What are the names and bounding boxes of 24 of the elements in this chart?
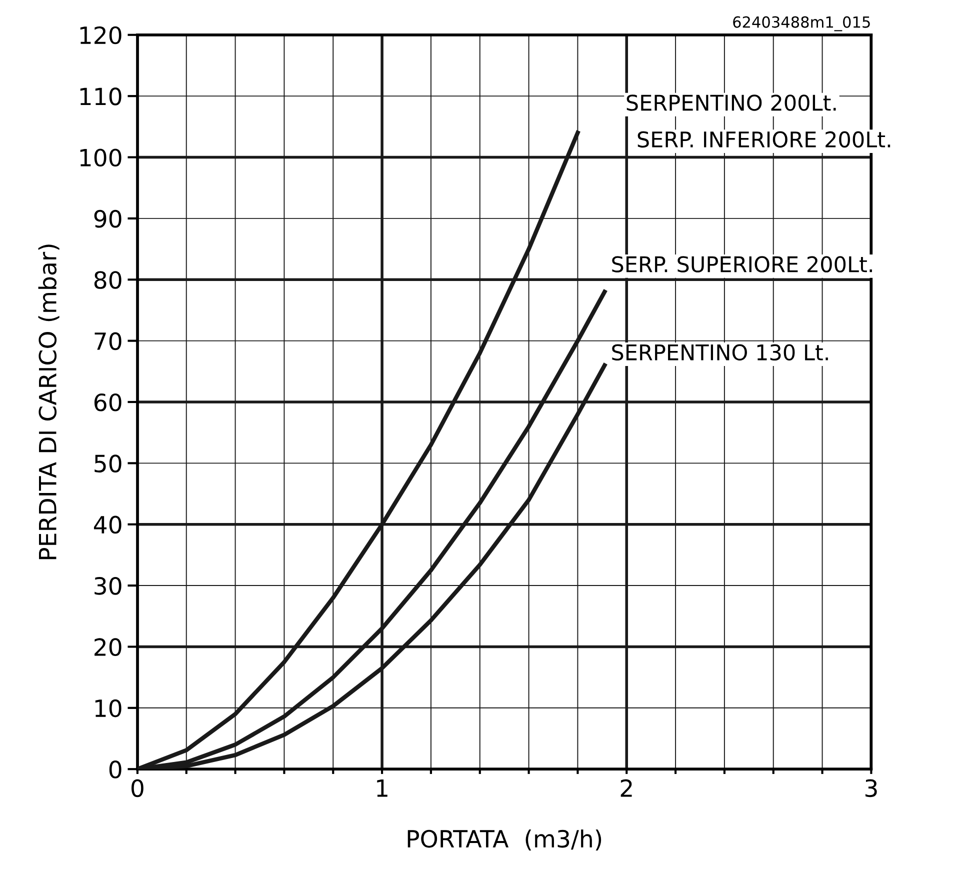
annotation: SERP. SUPERIORE 200Lt. xyxy=(612,256,872,272)
x-tick-label: 3 xyxy=(865,779,877,798)
y-tick-label: 60 xyxy=(94,393,122,412)
y-tick-label: 80 xyxy=(94,271,122,289)
text: 62403488m1_015 xyxy=(733,16,870,32)
y-tick-label: 90 xyxy=(94,210,122,228)
y-tick-label: 120 xyxy=(80,26,122,44)
y-tick-label: 50 xyxy=(94,454,122,472)
x-tick-label: 0 xyxy=(132,779,144,798)
y-axis-title: PERDITA DI CARICO (mbar) xyxy=(38,244,60,560)
x-tick-label: 2 xyxy=(620,779,632,797)
y-tick-label: 20 xyxy=(94,638,122,656)
x-tick-label: 1 xyxy=(377,780,388,797)
y-tick-label: 40 xyxy=(94,516,122,534)
y-tick-label: 30 xyxy=(94,576,122,595)
annotation: SERPENTINO 130 Lt. xyxy=(612,344,828,361)
y-tick-label: 0 xyxy=(109,760,122,778)
annotation: SERP. INFERIORE 200Lt. xyxy=(638,131,890,148)
x-axis-title: PORTATA (m3/h) xyxy=(408,829,602,851)
annotation: SERPENTINO 200Lt. xyxy=(626,94,836,111)
y-tick-label: 10 xyxy=(95,699,122,718)
y-tick-label: 110 xyxy=(80,88,122,106)
y-tick-label: 100 xyxy=(80,148,122,167)
y-tick-label: 70 xyxy=(94,332,122,350)
